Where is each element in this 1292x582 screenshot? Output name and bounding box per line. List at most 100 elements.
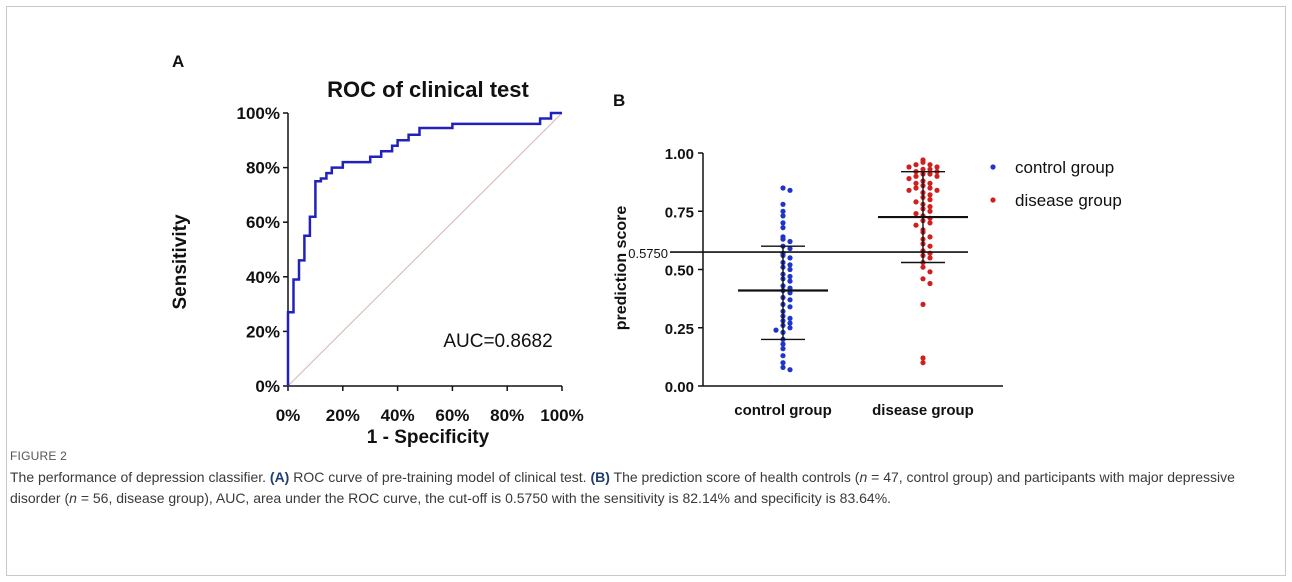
disease-point <box>927 166 933 172</box>
roc-y-tick-label: 60% <box>246 213 280 232</box>
score-y-tick-label: 0.25 <box>665 321 694 338</box>
roc-xlabel: 1 - Specificity <box>367 427 490 448</box>
roc-x-tick-label: 80% <box>490 406 524 425</box>
disease-point <box>927 243 933 249</box>
legend-control-label: control group <box>1015 158 1114 177</box>
legend-disease-label: disease group <box>1015 191 1122 210</box>
disease-point <box>934 173 940 179</box>
roc-curve <box>286 111 562 386</box>
roc-x-tick-label: 20% <box>326 406 360 425</box>
score-y-tick-label: 0.50 <box>665 263 694 280</box>
legend-disease-marker <box>990 197 996 203</box>
control-point <box>787 238 793 245</box>
score-y-tick-label: 1.00 <box>665 146 694 163</box>
roc-x-axis: 0% 20% 40% 60% 80% 100% <box>276 386 584 425</box>
disease-point <box>927 162 933 168</box>
disease-point <box>920 166 926 172</box>
caption-text: The prediction score of health controls … <box>609 469 860 485</box>
roc-ylabel: Sensitivity <box>170 214 191 309</box>
disease-point <box>920 355 926 361</box>
figure-caption: The performance of depression classifier… <box>10 467 1250 509</box>
panel-b: B prediction score 0.000.250.500.751.00 … <box>613 91 1122 419</box>
control-point <box>780 236 786 242</box>
control-point <box>780 353 786 359</box>
roc-y-tick-label: 100% <box>237 104 280 123</box>
control-point <box>787 262 793 268</box>
disease-point <box>927 204 933 210</box>
disease-point <box>913 222 919 228</box>
control-point <box>787 367 793 373</box>
disease-point <box>906 187 912 193</box>
control-point <box>787 273 793 280</box>
score-x-axis: control group disease group <box>734 402 974 419</box>
caption-n-variable: n <box>859 469 868 485</box>
roc-y-tick-label: 20% <box>246 322 280 341</box>
control-point <box>780 341 786 347</box>
roc-x-tick-label: 40% <box>381 406 415 425</box>
caption-text: ROC curve of pre-training model of clini… <box>289 469 591 485</box>
panel-a-letter: A <box>172 52 184 71</box>
panel-a: A ROC of clinical test Sensitivity 1 - S… <box>170 52 584 448</box>
disease-point <box>920 301 926 307</box>
disease-point <box>913 199 919 205</box>
control-point <box>787 245 793 252</box>
control-point <box>787 304 793 310</box>
disease-point <box>913 173 919 179</box>
disease-point <box>927 185 933 191</box>
control-point <box>787 320 793 326</box>
score-y-tick-label: 0.75 <box>665 204 694 221</box>
control-point <box>787 315 793 321</box>
roc-y-tick-label: 80% <box>246 159 280 178</box>
roc-y-axis: 0% 20% 40% 60% 80% 100% <box>237 104 288 396</box>
disease-point <box>927 255 933 261</box>
disease-point <box>913 180 919 186</box>
score-y-axis: 0.00 0.25 0.50 0.75 1.00 <box>665 146 703 396</box>
score-y-tick-label: 0.00 <box>665 379 694 396</box>
disease-point <box>927 234 933 240</box>
legend: control group disease group <box>990 158 1122 210</box>
score-category-label: disease group <box>872 402 974 419</box>
roc-title: ROC of clinical test <box>327 77 529 102</box>
control-point <box>780 360 786 366</box>
roc-y-tick-label: 40% <box>246 268 280 287</box>
caption-n-variable: n <box>69 490 77 506</box>
disease-point <box>920 276 926 282</box>
legend-control-marker <box>990 164 996 170</box>
disease-point <box>927 220 933 226</box>
caption-text: The performance of depression classifier… <box>10 469 270 485</box>
disease-point <box>927 269 933 275</box>
disease-point <box>934 187 940 193</box>
control-point <box>780 208 786 214</box>
roc-reference-diagonal <box>287 112 563 387</box>
cutoff-label: 0.5750 <box>628 246 668 261</box>
control-point <box>780 201 786 207</box>
caption-text: = 56, disease group), AUC, area under th… <box>76 490 892 506</box>
roc-x-tick-label: 0% <box>276 406 301 425</box>
score-category-label: control group <box>734 402 832 419</box>
control-point <box>787 297 793 303</box>
disease-point <box>913 185 919 191</box>
control-point <box>787 255 793 261</box>
control-point <box>780 346 786 352</box>
control-point <box>780 225 786 231</box>
control-point <box>787 278 793 284</box>
control-point <box>780 185 786 191</box>
disease-point <box>913 162 919 168</box>
disease-point <box>934 164 940 170</box>
roc-x-tick-label: 100% <box>540 406 583 425</box>
score-ylabel: prediction score <box>613 206 630 331</box>
disease-point <box>927 192 933 198</box>
disease-point <box>927 171 933 177</box>
caption-ref-b: (B) <box>590 469 610 485</box>
roc-plot-area <box>286 111 563 387</box>
disease-point <box>927 208 933 214</box>
disease-point <box>913 211 919 217</box>
control-point <box>780 220 786 226</box>
figure-frame <box>6 6 1286 576</box>
disease-point <box>920 264 926 270</box>
roc-y-tick-label: 0% <box>255 377 280 396</box>
control-point <box>773 327 779 333</box>
control-point <box>787 266 793 273</box>
disease-point <box>927 280 933 287</box>
